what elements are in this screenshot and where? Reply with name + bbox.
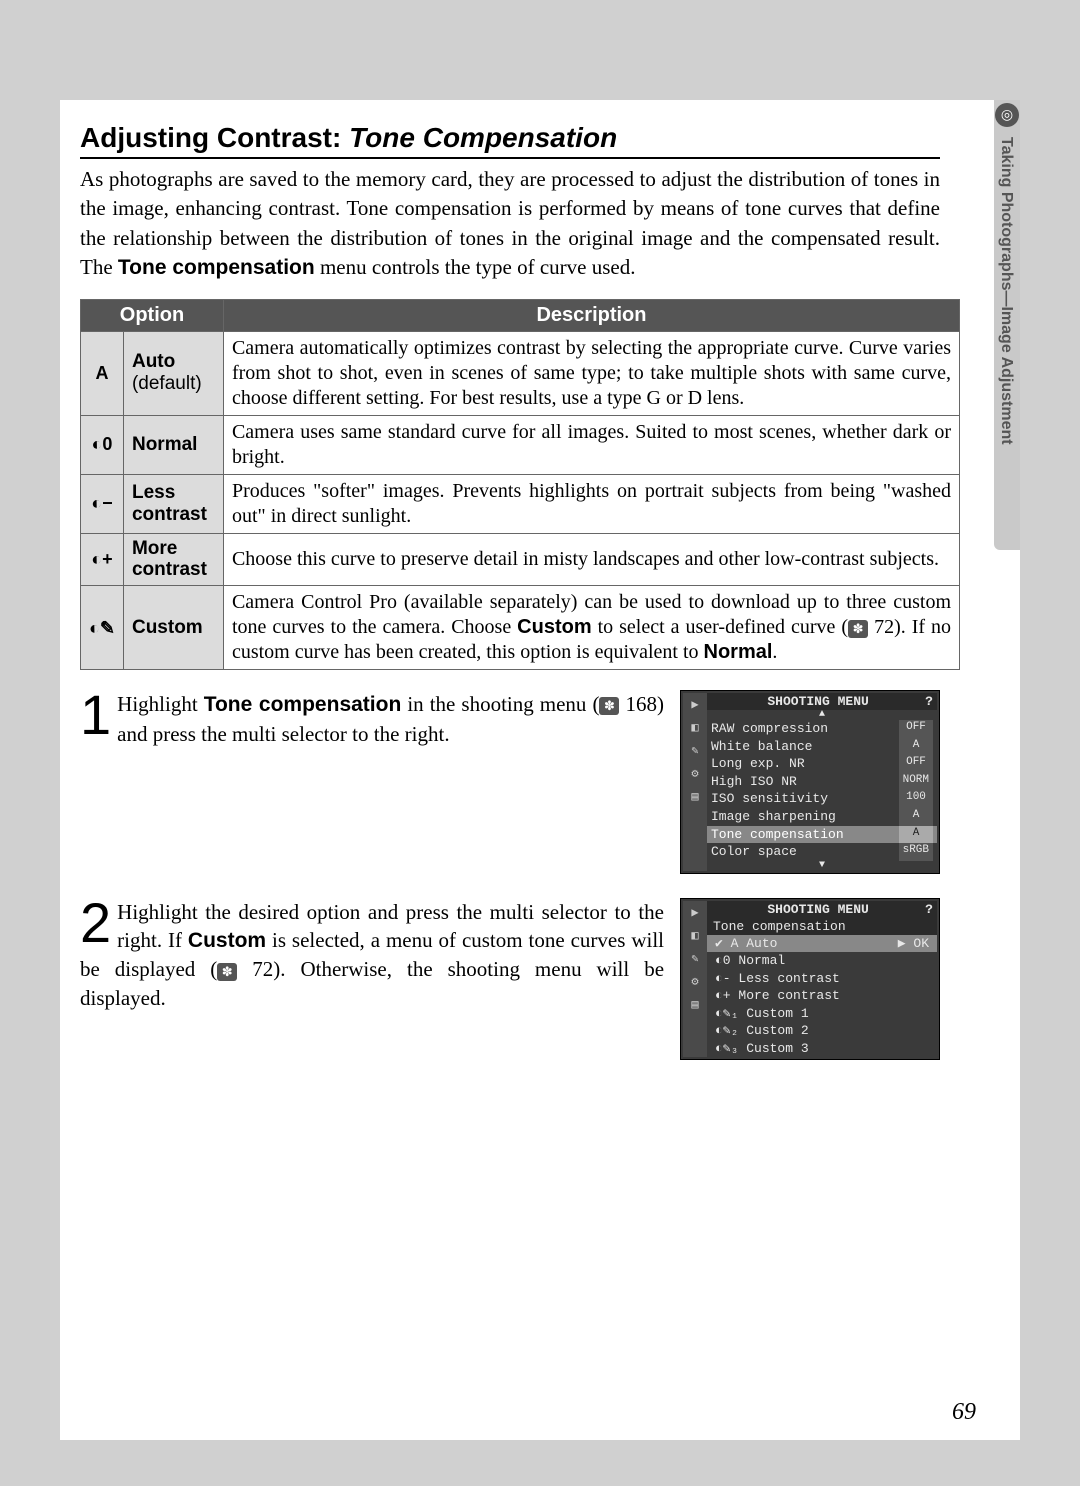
page-ref-icon: ✽ [599, 697, 619, 715]
lcd-option-row: ◐+ More contrast [707, 987, 937, 1005]
wrench-icon: ⚙ [691, 974, 698, 989]
lcd-option-row: ◐- Less contrast [707, 970, 937, 988]
lcd-menu-row: White balanceA [707, 738, 937, 756]
step-number: 1 [80, 690, 111, 740]
list-icon: ▤ [691, 789, 698, 804]
option-label: Less contrast [123, 474, 223, 533]
option-label: Normal [123, 415, 223, 474]
help-icon: ? [925, 694, 933, 709]
step: 2 Highlight the desired option and press… [80, 898, 940, 1061]
play-icon: ▶ [691, 905, 698, 920]
lcd-option-row: ◐✎₃ Custom 3 [707, 1040, 937, 1058]
play-icon: ▶ [691, 697, 698, 712]
option-icon: ◐✎ [81, 586, 124, 670]
option-label: Auto(default) [123, 331, 223, 415]
pencil-icon: ✎ [691, 951, 698, 966]
heading-italic: Tone Compensation [349, 122, 617, 153]
intro-text-b: menu controls the type of curve used. [315, 255, 636, 279]
lcd-subtitle: Tone compensation [707, 918, 937, 935]
page-ref-icon: ✽ [848, 620, 868, 638]
option-desc: Choose this curve to preserve detail in … [223, 533, 959, 586]
option-desc: Camera Control Pro (available separately… [223, 586, 959, 670]
step-number: 2 [80, 898, 111, 948]
camera-lcd-shooting-menu: ▶ ◧ ✎ ⚙ ▤ SHOOTING MENU? ▲ RAW compressi… [680, 690, 940, 873]
intro-paragraph: As photographs are saved to the memory c… [80, 165, 940, 283]
table-row: ◐✎ Custom Camera Control Pro (available … [81, 586, 960, 670]
tab-icon: ◎ [995, 103, 1019, 127]
wrench-icon: ⚙ [691, 766, 698, 781]
option-icon: ◐+ [81, 533, 124, 586]
option-desc: Camera uses same standard curve for all … [223, 415, 959, 474]
list-icon: ▤ [691, 997, 698, 1012]
pencil-icon: ✎ [691, 743, 698, 758]
lcd-menu-row: ISO sensitivity100 [707, 790, 937, 808]
steps-list: 1 Highlight Tone compensation in the sho… [80, 690, 940, 1060]
option-icon: ◐0 [81, 415, 124, 474]
help-icon: ? [925, 902, 933, 917]
option-label: More contrast [123, 533, 223, 586]
lcd-menu-row: RAW compressionOFF [707, 720, 937, 738]
camera-icon: ◧ [691, 720, 698, 735]
step-text: 2 Highlight the desired option and press… [80, 898, 664, 1061]
th-option: Option [81, 299, 224, 331]
intro-bold: Tone compensation [118, 256, 315, 279]
step-text: 1 Highlight Tone compensation in the sho… [80, 690, 664, 873]
page-number: 69 [952, 1399, 976, 1426]
lcd-tab-icons: ▶ ◧ ✎ ⚙ ▤ [683, 901, 707, 1058]
table-row: ◐+ More contrast Choose this curve to pr… [81, 533, 960, 586]
camera-icon: ◧ [691, 928, 698, 943]
option-icon: ◐− [81, 474, 124, 533]
step: 1 Highlight Tone compensation in the sho… [80, 690, 940, 873]
lcd-menu-row: Long exp. NROFF [707, 755, 937, 773]
lcd-tab-icons: ▶ ◧ ✎ ⚙ ▤ [683, 693, 707, 870]
option-desc: Camera automatically optimizes contrast … [223, 331, 959, 415]
heading-prefix: Adjusting Contrast: [80, 122, 349, 153]
option-label: Custom [123, 586, 223, 670]
table-row: ◐− Less contrast Produces "softer" image… [81, 474, 960, 533]
lcd-option-row: ◐✎₂ Custom 2 [707, 1022, 937, 1040]
lcd-menu-row: High ISO NRNORM [707, 773, 937, 791]
th-description: Description [223, 299, 959, 331]
page-heading: Adjusting Contrast: Tone Compensation [80, 122, 940, 159]
options-table: Option Description A Auto(default) Camer… [80, 299, 960, 671]
option-icon: A [81, 331, 124, 415]
table-row: A Auto(default) Camera automatically opt… [81, 331, 960, 415]
lcd-option-row: ◐0 Normal [707, 952, 937, 970]
page-ref-icon: ✽ [217, 963, 237, 981]
lcd-option-row: ✔ A Auto▶ OK [707, 935, 937, 953]
lcd-menu-row: Tone compensationA [707, 826, 937, 844]
lcd-menu-row: Image sharpeningA [707, 808, 937, 826]
option-desc: Produces "softer" images. Prevents highl… [223, 474, 959, 533]
camera-lcd-tone-menu: ▶ ◧ ✎ ⚙ ▤ SHOOTING MENU? Tone compensati… [680, 898, 940, 1061]
table-row: ◐0 Normal Camera uses same standard curv… [81, 415, 960, 474]
section-tab: ◎ Taking Photographs—Image Adjustment [994, 100, 1020, 550]
lcd-option-row: ◐✎₁ Custom 1 [707, 1005, 937, 1023]
lcd-title: SHOOTING MENU [767, 694, 868, 709]
lcd-title: SHOOTING MENU [767, 902, 868, 917]
manual-page: ◎ Taking Photographs—Image Adjustment Ad… [60, 100, 1020, 1440]
tab-label: Taking Photographs—Image Adjustment [997, 133, 1015, 445]
lcd-menu-row: Color spacesRGB [707, 843, 937, 861]
